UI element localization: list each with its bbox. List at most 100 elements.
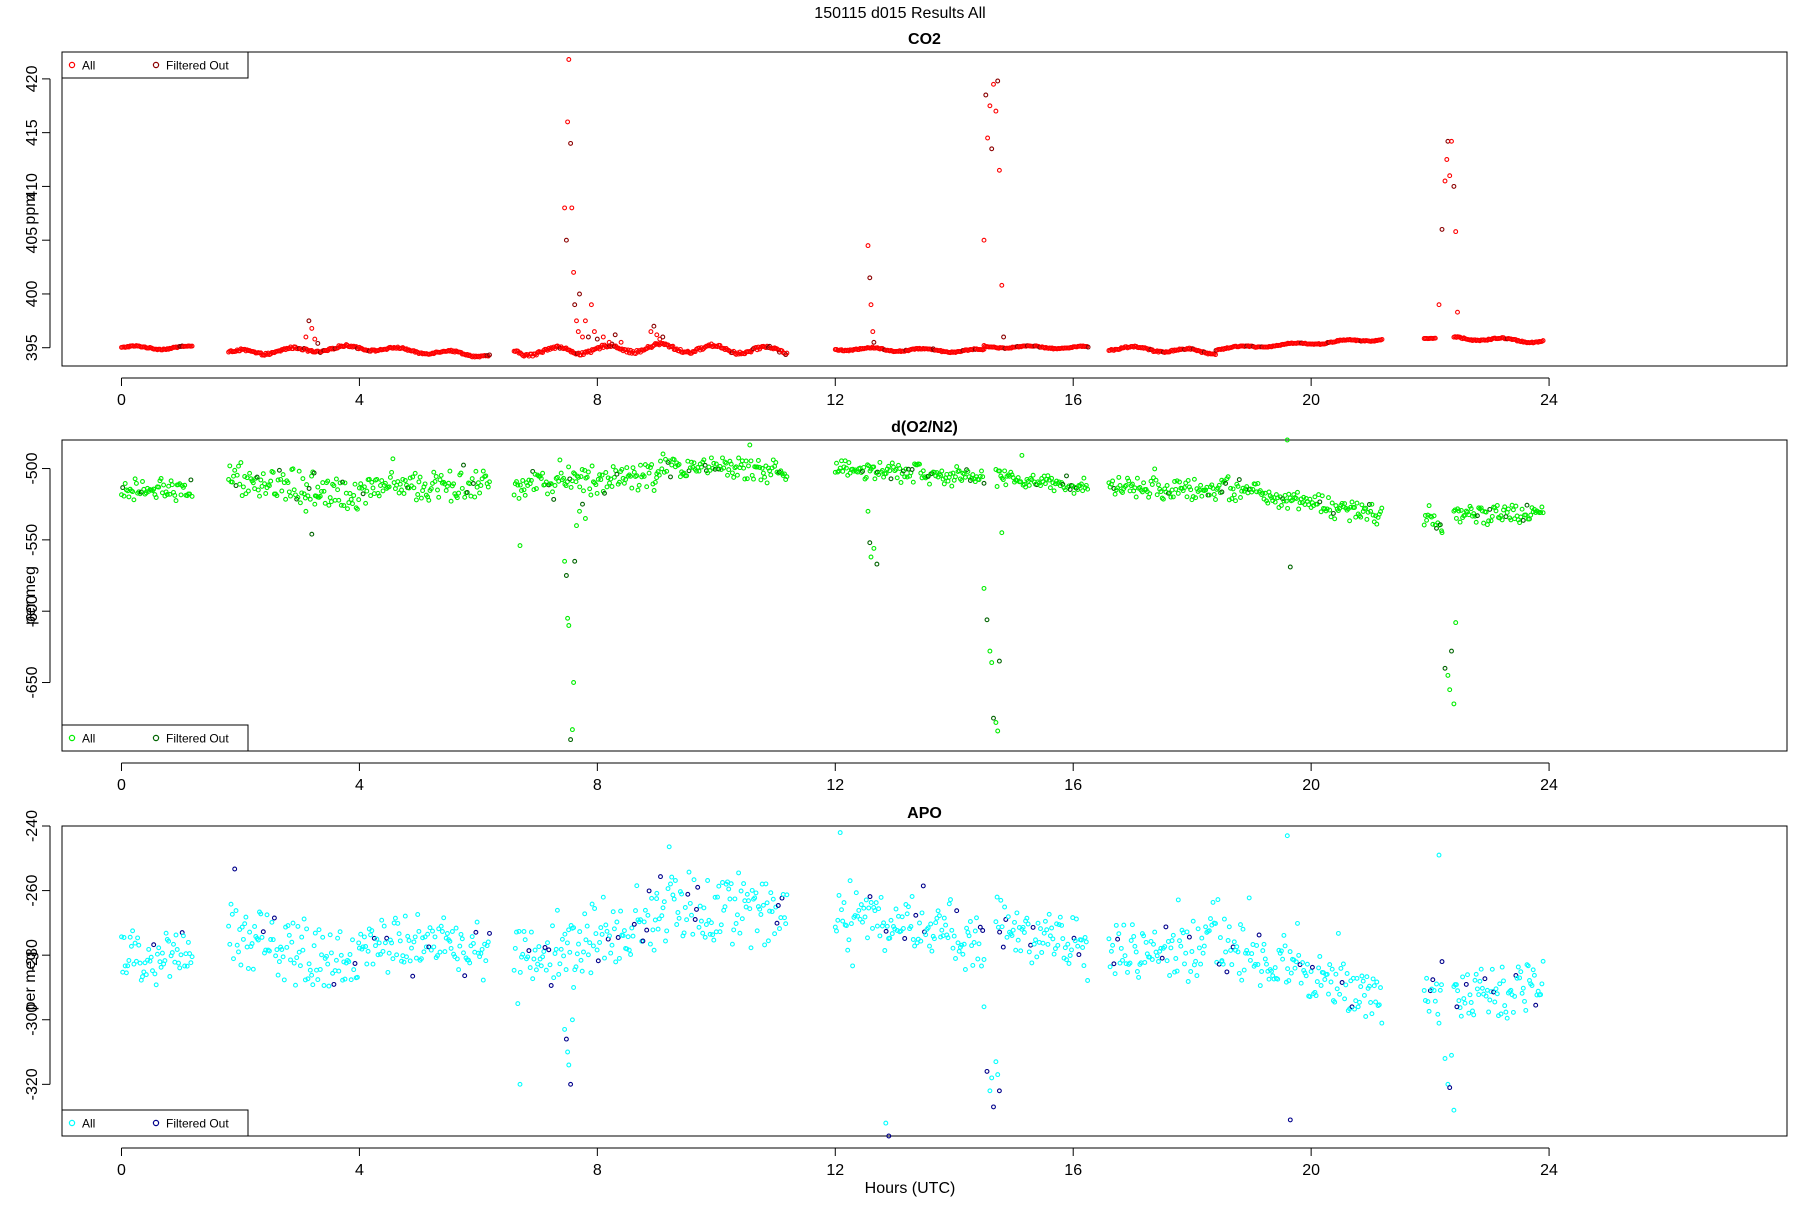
point-all (589, 463, 595, 469)
point-all (242, 921, 248, 927)
point-all (910, 479, 916, 485)
point-all (1502, 504, 1508, 510)
point-all (1033, 937, 1038, 943)
point-all (1208, 916, 1213, 922)
point-all (478, 483, 484, 488)
point-all (1347, 518, 1353, 524)
point-all (229, 911, 235, 917)
point-filtered-out (1439, 226, 1445, 232)
point-all (1369, 1011, 1375, 1017)
legend-box (61, 1109, 249, 1137)
point-all (1293, 959, 1299, 965)
point-all (1193, 495, 1199, 501)
point-all (948, 471, 953, 477)
point-all (432, 934, 438, 940)
point-filtered-out (1520, 517, 1526, 523)
data-points (119, 57, 1546, 360)
point-all (1431, 988, 1437, 993)
point-all (1108, 948, 1114, 954)
point-all (1059, 922, 1065, 928)
x-tick-label: 16 (1064, 777, 1082, 794)
point-all (1442, 1056, 1448, 1061)
point-all (295, 495, 301, 500)
point-all (663, 938, 668, 944)
point-filtered-out (775, 903, 781, 908)
point-all (866, 905, 872, 911)
point-all (1238, 922, 1243, 928)
point-all (665, 886, 671, 892)
point-all (720, 455, 725, 461)
point-all (1503, 1009, 1509, 1015)
point-all (584, 474, 590, 480)
point-all (159, 950, 165, 956)
point-all (691, 460, 697, 466)
point-all (1455, 309, 1460, 315)
point-all (1483, 993, 1489, 999)
point-all (1301, 968, 1307, 973)
x-axis: 0 4 8 12 16 20 24 (117, 1147, 1558, 1179)
point-all (379, 917, 385, 923)
point-filtered-out (548, 983, 554, 988)
point-all (286, 932, 292, 938)
point-all (576, 941, 581, 947)
point-all (1004, 934, 1010, 940)
point-all (354, 506, 360, 512)
point-all (184, 963, 190, 969)
point-all (1198, 961, 1204, 967)
point-all (382, 480, 388, 486)
point-all (258, 911, 264, 917)
legend: All Filtered Out (61, 51, 249, 79)
point-all (122, 481, 128, 486)
point-all (1421, 988, 1427, 993)
point-all (574, 951, 580, 957)
point-all (187, 951, 193, 957)
point-all (157, 959, 163, 965)
point-all (137, 960, 143, 966)
point-all (1327, 507, 1333, 513)
point-all (301, 491, 307, 497)
x-tick-label: 24 (1540, 777, 1558, 794)
point-all (933, 920, 939, 926)
point-all (729, 470, 735, 476)
point-all (1425, 512, 1431, 518)
point-all (927, 481, 932, 487)
point-all (593, 482, 599, 488)
point-all (1231, 492, 1237, 498)
point-all (422, 934, 428, 940)
point-all (454, 956, 460, 962)
point-all (1154, 492, 1160, 498)
point-filtered-out (874, 561, 880, 567)
point-all (748, 945, 754, 951)
point-all (731, 927, 737, 933)
point-all (413, 497, 419, 503)
point-all (454, 495, 460, 501)
point-all (397, 481, 403, 487)
point-all (569, 205, 575, 211)
point-all (562, 1026, 568, 1032)
point-all (1478, 966, 1484, 972)
point-all (737, 930, 743, 936)
point-all (395, 920, 401, 926)
point-all (664, 468, 670, 474)
point-all (326, 983, 332, 989)
point-filtered-out (614, 471, 620, 477)
point-all (517, 543, 523, 549)
point-all (1437, 987, 1443, 993)
point-all (573, 479, 579, 485)
point-all (863, 897, 869, 903)
point-all (1451, 1107, 1457, 1113)
point-all (232, 467, 238, 473)
point-all (448, 498, 454, 504)
point-all (564, 940, 570, 946)
point-all (1280, 956, 1286, 962)
point-all (604, 928, 610, 934)
point-all (312, 336, 318, 342)
point-filtered-out (309, 531, 315, 537)
point-all (1425, 999, 1431, 1005)
point-all (677, 474, 683, 480)
point-all (1047, 485, 1053, 491)
point-all (1210, 899, 1216, 905)
point-all (1492, 999, 1498, 1005)
point-all (151, 486, 157, 492)
point-all (599, 931, 605, 937)
